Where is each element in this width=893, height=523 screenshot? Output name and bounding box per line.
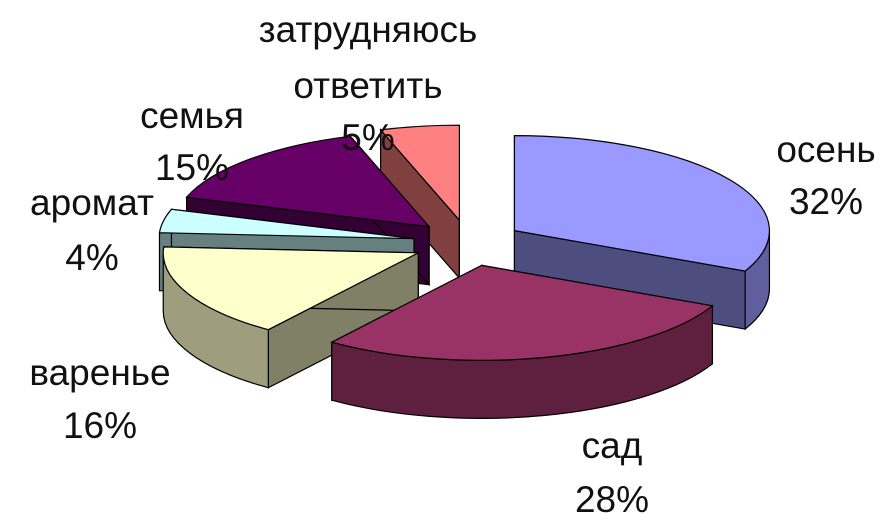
slice-family-top xyxy=(185,135,431,228)
slice-aroma-top xyxy=(158,208,415,240)
label-autumn-name: осень xyxy=(776,129,875,170)
slice-jam-top xyxy=(162,246,419,331)
label-aroma-name: аромат xyxy=(30,182,154,223)
label-family-name: семья xyxy=(140,95,244,136)
label-garden-percent: 28% xyxy=(575,479,649,520)
slice-autumn-top xyxy=(513,135,770,272)
label-autumn-percent: 32% xyxy=(789,181,863,222)
label-garden-name: сад xyxy=(582,425,643,466)
label-undecided-percent: 5% xyxy=(341,117,394,158)
slice-garden-top xyxy=(330,264,714,361)
label-undecided-line2: ответить xyxy=(293,65,442,106)
label-aroma-percent: 4% xyxy=(65,237,118,278)
slice-undecided-top xyxy=(379,124,460,222)
label-jam-name: варенье xyxy=(29,352,170,393)
slice-tops xyxy=(158,124,770,361)
label-jam-percent: 16% xyxy=(63,405,137,446)
label-undecided-line1: затрудняюсь xyxy=(259,9,478,50)
label-family-percent: 15% xyxy=(155,147,229,188)
